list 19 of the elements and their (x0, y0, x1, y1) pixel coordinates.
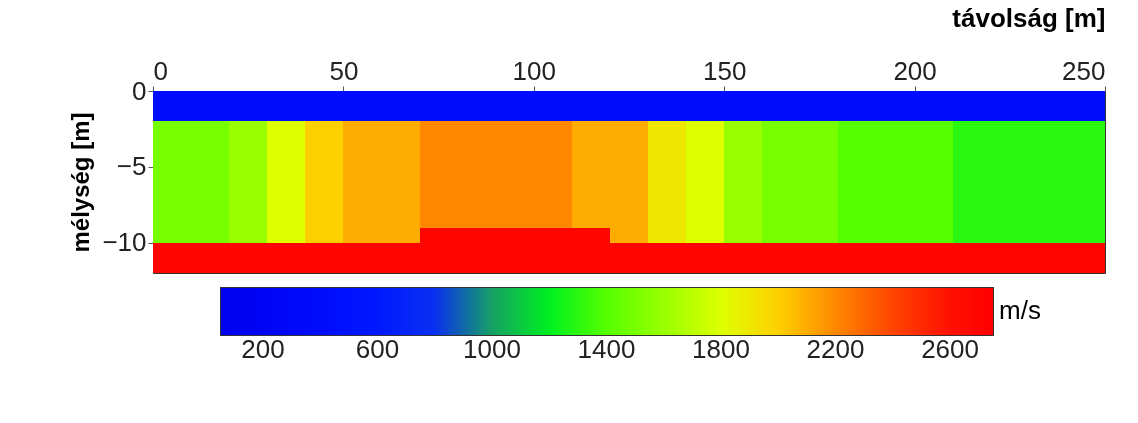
x-tick-label: 200 (893, 55, 937, 86)
color-bar-label: 600 (355, 334, 400, 364)
x-tick-label: 0 (153, 55, 168, 86)
y-tick-label: −5 (116, 151, 147, 182)
x-tick-label: 50 (329, 55, 359, 86)
y-axis-title: mélység [m] (67, 112, 95, 253)
color-bar-label: 2200 (806, 334, 865, 364)
x-tick-label: 100 (512, 55, 556, 86)
color-bar-label: 1000 (463, 334, 521, 364)
color-bar-label: 2600 (921, 334, 979, 364)
x-tick-label: 250 (1062, 55, 1106, 86)
y-tick-label: 0 (132, 75, 147, 106)
x-tick-label: 150 (703, 55, 747, 86)
color-bar-label: 200 (241, 334, 285, 364)
y-tick-label: −10 (102, 227, 147, 258)
x-axis-title: távolság [m] (952, 2, 1106, 33)
color-bar-label: 1400 (577, 334, 636, 364)
color-bar-label: 1800 (692, 334, 750, 364)
color-bar-title: m/s (999, 295, 1041, 325)
